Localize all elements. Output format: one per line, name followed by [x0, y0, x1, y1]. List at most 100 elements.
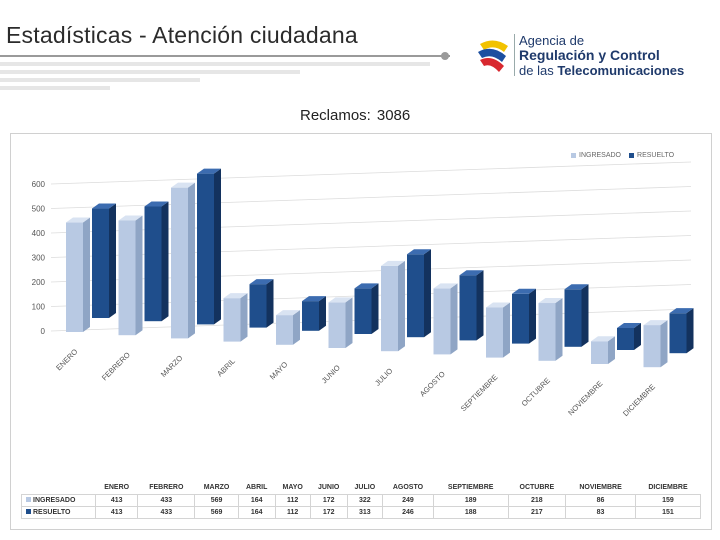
bar-side-ingresado-octubre: [555, 298, 563, 361]
data-table-cell: 164: [237, 493, 276, 507]
data-table-column-header: JULIO: [347, 482, 383, 495]
header-stripe: [0, 62, 430, 66]
x-category-label: AGOSTO: [418, 369, 447, 398]
chart-bars: [66, 168, 694, 368]
y-tick-label: 100: [32, 303, 46, 312]
bar-ingresado-febrero: [118, 220, 136, 336]
bar-top-ingresado-agosto: [433, 283, 458, 289]
bar-side-resuelto-octubre: [581, 284, 589, 347]
bar-top-resuelto-julio: [407, 249, 431, 255]
data-table-column-header: ABRIL: [238, 482, 276, 495]
x-category-label: NOVIEMBRE: [566, 379, 604, 417]
bar-side-resuelto-mayo: [319, 296, 326, 331]
bar-side-ingresado-diciembre: [660, 320, 668, 368]
bar-top-resuelto-noviembre: [617, 323, 641, 329]
header-stripe: [0, 86, 110, 90]
bar-ingresado-noviembre: [591, 341, 608, 364]
x-category-label: OCTUBRE: [520, 376, 552, 408]
bar-ingresado-mayo: [276, 315, 293, 345]
logo-mark-icon: [478, 40, 508, 72]
bar-side-ingresado-abril: [240, 293, 248, 342]
bar-ingresado-septiembre: [486, 307, 503, 358]
legend-swatch-resuelto: [629, 153, 635, 158]
bar-top-resuelto-junio: [354, 283, 379, 289]
legend-label-resuelto: RESUELTO: [637, 152, 675, 159]
data-table-cell: 249: [382, 493, 434, 507]
x-category-label: MAYO: [268, 360, 290, 382]
data-table-column-header: JUNIO: [310, 482, 348, 495]
bar-ingresado-junio: [328, 302, 346, 348]
bar-side-ingresado-septiembre: [503, 302, 510, 358]
bar-top-ingresado-marzo: [171, 182, 195, 188]
data-table-cell: 322: [346, 493, 384, 507]
data-table-cell: 313: [346, 505, 384, 519]
bar-top-ingresado-junio: [328, 297, 353, 303]
legend-item-ingresado: INGRESADO: [571, 152, 621, 159]
data-table-corner: [21, 482, 96, 495]
bar-top-ingresado-noviembre: [591, 336, 615, 342]
claims-value: 3086: [376, 107, 411, 124]
bar-top-resuelto-enero: [92, 203, 116, 209]
bar-top-ingresado-enero: [66, 217, 90, 223]
logo-line-2: Regulación y Control: [519, 47, 660, 63]
logo-separator: [514, 34, 515, 76]
data-table-column-header: FEBRERO: [137, 482, 195, 495]
x-category-label: JUNIO: [320, 363, 342, 385]
data-table-cell: 188: [432, 505, 509, 519]
data-table-series-label: INGRESADO: [21, 493, 96, 507]
data-table-cell: 86: [565, 493, 636, 507]
data-table-cell: 433: [137, 493, 196, 507]
data-table-cell: 569: [194, 505, 239, 519]
bar-resuelto-abril: [249, 284, 267, 328]
bar-side-resuelto-febrero: [161, 201, 169, 322]
data-table-column-header: OCTUBRE: [508, 482, 566, 495]
bar-ingresado-diciembre: [643, 325, 661, 368]
bar-side-ingresado-agosto: [450, 283, 458, 355]
header-stripe: [0, 70, 300, 74]
logo-line-3-bold: Telecomunicaciones: [557, 63, 685, 78]
bar-top-resuelto-septiembre: [512, 288, 536, 294]
data-table-header-row: ENERO FEBRERO MARZO ABRIL MAYO JUNIO JULIO AGOS…: [21, 482, 701, 495]
bar-side-resuelto-noviembre: [634, 323, 641, 350]
data-table-column-header: ENERO: [95, 482, 138, 495]
x-category-label: DICIEMBRE: [621, 382, 657, 418]
x-category-label: FEBRERO: [100, 350, 132, 382]
data-table-column-header: SEPTIEMBRE: [433, 482, 509, 495]
y-tick-label: 0: [41, 327, 46, 336]
bar-ingresado-julio: [381, 265, 398, 352]
bar-resuelto-diciembre: [669, 313, 687, 354]
bar-top-ingresado-febrero: [118, 215, 143, 221]
bar-resuelto-enero: [92, 208, 109, 318]
bar-top-resuelto-mayo: [302, 296, 326, 302]
data-table-cell: 151: [634, 505, 702, 519]
data-table-cell: 433: [137, 505, 196, 519]
bar-side-resuelto-marzo: [214, 168, 221, 325]
chart-frame: 0 100 200 300 400 500 600 ENERO FEBRERO MARZO ABRI…: [10, 133, 712, 530]
y-tick-label: 200: [32, 278, 46, 287]
title-underline-dot: [441, 52, 449, 60]
bar-resuelto-octubre: [564, 289, 582, 347]
claims-summary: Reclamos: 3086: [300, 107, 410, 124]
data-table-cell: 218: [507, 493, 567, 507]
bar-top-resuelto-diciembre: [669, 308, 694, 314]
data-table-cell: 413: [94, 493, 139, 507]
data-table-column-header: MAYO: [275, 482, 311, 495]
bar-side-ingresado-noviembre: [608, 336, 615, 364]
bar-side-ingresado-marzo: [188, 182, 195, 339]
bar-top-ingresado-mayo: [276, 310, 300, 316]
bar-resuelto-febrero: [144, 206, 162, 322]
data-table-column-header: MARZO: [194, 482, 239, 495]
data-table-column-header: NOVIEMBRE: [565, 482, 636, 495]
logo-text: Agencia de Regulación y Control de las T…: [519, 33, 684, 78]
bar-ingresado-agosto: [433, 288, 451, 355]
chart-legend: INGRESADO RESUELTO: [571, 152, 674, 159]
data-table-cell: 217: [507, 505, 567, 519]
claims-label: Reclamos:: [300, 107, 371, 124]
x-category-label: SEPTIEMBRE: [459, 373, 500, 414]
page-title: Estadísticas - Atención ciudadana: [6, 22, 358, 48]
bar-top-ingresado-abril: [223, 293, 248, 299]
y-tick-label: 300: [32, 254, 46, 263]
bar-top-resuelto-febrero: [144, 201, 169, 207]
bar-resuelto-agosto: [459, 275, 477, 341]
bar-resuelto-mayo: [302, 301, 319, 331]
